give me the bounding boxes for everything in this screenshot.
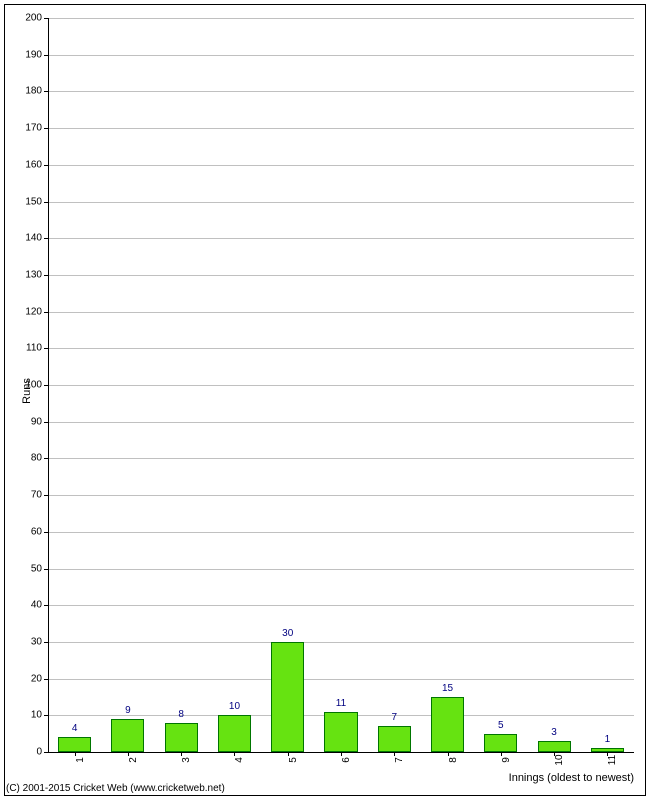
gridline [48,532,634,533]
gridline [48,91,634,92]
bar-value-label: 30 [282,628,293,639]
y-tick-label: 30 [31,636,42,647]
gridline [48,128,634,129]
x-tick-mark [288,752,289,756]
gridline [48,605,634,606]
gridline [48,275,634,276]
bar [165,723,198,752]
gridline [48,18,634,19]
y-tick-label: 70 [31,490,42,501]
y-tick-label: 190 [25,49,42,60]
bar-value-label: 15 [442,683,453,694]
x-tick-label: 1 [75,757,86,763]
bar [538,741,571,752]
x-tick-mark [448,752,449,756]
x-tick-mark [394,752,395,756]
gridline [48,458,634,459]
x-tick-label: 11 [607,755,618,765]
gridline [48,165,634,166]
bar-value-label: 7 [391,712,397,723]
gridline [48,312,634,313]
gridline [48,238,634,239]
y-tick-label: 90 [31,416,42,427]
gridline [48,202,634,203]
gridline [48,385,634,386]
y-tick-label: 130 [25,269,42,280]
x-tick-mark [341,752,342,756]
y-axis-title: Runs [21,378,33,404]
x-tick-label: 2 [128,757,139,763]
bar [431,697,464,752]
bar [111,719,144,752]
gridline [48,569,634,570]
bar [378,726,411,752]
y-tick-label: 170 [25,123,42,134]
x-tick-mark [607,752,608,756]
y-tick-label: 150 [25,196,42,207]
bar [58,737,91,752]
y-tick-label: 20 [31,673,42,684]
y-tick-label: 80 [31,453,42,464]
y-tick-label: 140 [25,233,42,244]
y-axis-line [48,18,49,752]
y-tick-label: 60 [31,526,42,537]
x-tick-label: 6 [341,757,352,763]
y-tick-label: 160 [25,159,42,170]
x-tick-mark [128,752,129,756]
bar [324,712,357,752]
y-tick-label: 0 [36,747,42,758]
y-tick-label: 40 [31,600,42,611]
bar-value-label: 4 [72,723,78,734]
bar [271,642,304,752]
gridline [48,642,634,643]
copyright-text: (C) 2001-2015 Cricket Web (www.cricketwe… [6,783,225,794]
y-tick-label: 180 [25,86,42,97]
x-tick-label: 8 [448,757,459,763]
bar [484,734,517,752]
y-tick-label: 120 [25,306,42,317]
gridline [48,55,634,56]
x-tick-mark [554,752,555,756]
gridline [48,495,634,496]
bar-value-label: 9 [125,705,131,716]
gridline [48,679,634,680]
x-tick-label: 5 [288,757,299,763]
x-tick-mark [234,752,235,756]
y-tick-label: 50 [31,563,42,574]
x-tick-label: 4 [234,757,245,763]
bar-value-label: 3 [551,727,557,738]
x-tick-label: 7 [394,757,405,763]
x-tick-label: 9 [501,757,512,763]
bar-value-label: 5 [498,720,504,731]
gridline [48,348,634,349]
bar-value-label: 11 [336,698,346,709]
y-tick-label: 110 [26,343,42,354]
plot-area: 0102030405060708090100110120130140150160… [48,18,634,752]
chart-container: 0102030405060708090100110120130140150160… [0,0,650,800]
y-tick-label: 10 [31,710,42,721]
bar-value-label: 1 [605,734,611,745]
x-tick-mark [181,752,182,756]
y-tick-label: 200 [25,13,42,24]
bar-value-label: 10 [229,701,240,712]
x-tick-label: 10 [554,754,565,765]
x-tick-mark [75,752,76,756]
x-tick-mark [501,752,502,756]
bar [218,715,251,752]
x-axis-title: Innings (oldest to newest) [509,772,634,784]
gridline [48,422,634,423]
x-tick-label: 3 [181,757,192,763]
bar-value-label: 8 [178,709,184,720]
